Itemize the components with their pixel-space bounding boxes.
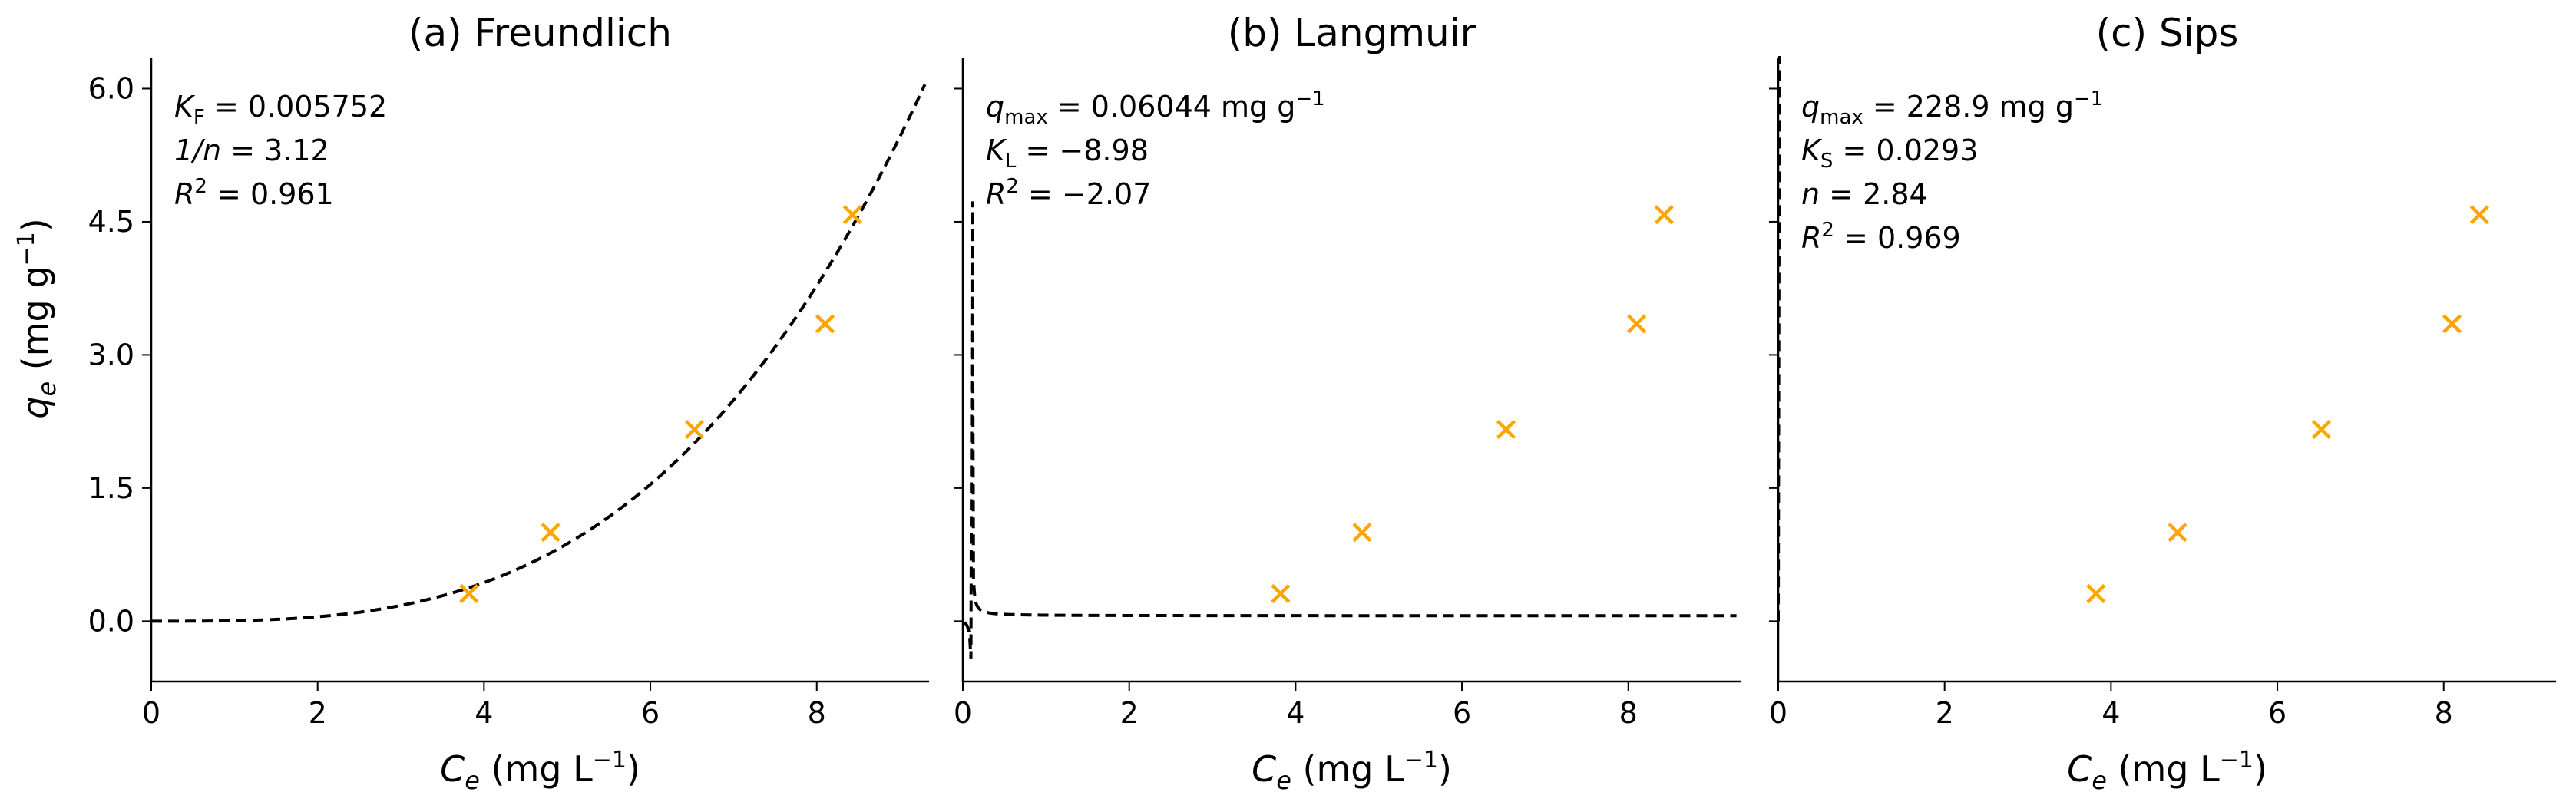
- y-tick-label: 4.5: [88, 205, 134, 239]
- annotation-line: R2 = −2.07: [986, 175, 1151, 211]
- annotation-line: qmax = 0.06044 mg g−1: [986, 87, 1325, 129]
- data-point: [2469, 205, 2489, 225]
- x-tick-label: 8: [2435, 696, 2453, 730]
- annotation-line: KS = 0.0293: [1801, 134, 1978, 173]
- annotation-line: n = 2.84: [1801, 177, 1928, 211]
- x-tick-label: 6: [2268, 696, 2287, 730]
- x-tick-label: 8: [1619, 696, 1638, 730]
- data-point: [2086, 583, 2106, 604]
- x-tick-label: 2: [1120, 696, 1139, 730]
- x-tick-label: 6: [641, 696, 660, 730]
- y-tick-label: 0.0: [88, 604, 134, 638]
- panel-title: (c) Sips: [2096, 11, 2239, 55]
- y-tick-label: 1.5: [88, 471, 134, 505]
- panel-2: 0 2 4 6 8 (b) Langmuir Ce (mg L−1) qmax = 0.060…: [954, 11, 1741, 795]
- x-tick-label: 0: [954, 696, 972, 730]
- y-tick-label: 6.0: [88, 71, 134, 105]
- x-tick-label: 0: [1769, 696, 1787, 730]
- x-axis-label: Ce (mg L−1): [2067, 747, 2267, 795]
- panel-title: (b) Langmuir: [1228, 11, 1476, 55]
- x-tick-label: 0: [142, 696, 160, 730]
- data-point: [1496, 419, 1516, 440]
- x-tick-label: 4: [475, 696, 493, 730]
- x-tick-label: 4: [1286, 696, 1305, 730]
- annotation-line: R2 = 0.961: [174, 175, 334, 211]
- annotation-line: 1/n = 3.12: [174, 134, 329, 167]
- annotation-line: KF = 0.005752: [174, 90, 387, 129]
- data-point: [815, 314, 835, 334]
- data-point: [1271, 583, 1291, 604]
- data-point: [684, 419, 705, 440]
- data-point: [2442, 314, 2462, 334]
- data-point: [541, 523, 561, 543]
- data-point: [2168, 523, 2187, 543]
- annotation-line: R2 = 0.969: [1801, 219, 1961, 255]
- data-point: [2311, 419, 2332, 440]
- data-point: [1654, 205, 1674, 225]
- panel-3: 0 2 4 6 8 (c) Sips Ce (mg L−1) qmax = 228.9 mg …: [1769, 11, 2556, 795]
- panel-1: 0 2 4 6 8 0.0 1.5 3.0 4.5 6.0 (a) Freundlich Ce (mg…: [88, 11, 929, 795]
- x-axis-label: Ce (mg L−1): [440, 747, 640, 795]
- data-point: [1626, 314, 1647, 334]
- data-point: [1352, 523, 1372, 543]
- fit-curve: [151, 84, 927, 623]
- y-axis-label: qe (mg g−1): [13, 218, 61, 418]
- x-tick-label: 4: [2101, 696, 2120, 730]
- x-axis-label: Ce (mg L−1): [1252, 747, 1452, 795]
- x-tick-label: 2: [309, 696, 327, 730]
- data-point: [459, 583, 479, 604]
- fit-curve: [963, 201, 1737, 659]
- data-point: [842, 205, 862, 225]
- annotation-line: KL = −8.98: [986, 134, 1149, 173]
- x-tick-label: 8: [808, 696, 826, 730]
- y-tick-label: 3.0: [88, 338, 134, 371]
- annotation-line: qmax = 228.9 mg g−1: [1801, 87, 2103, 129]
- x-tick-label: 6: [1453, 696, 1471, 730]
- x-tick-label: 2: [1936, 696, 1954, 730]
- panel-title: (a) Freundlich: [408, 11, 672, 55]
